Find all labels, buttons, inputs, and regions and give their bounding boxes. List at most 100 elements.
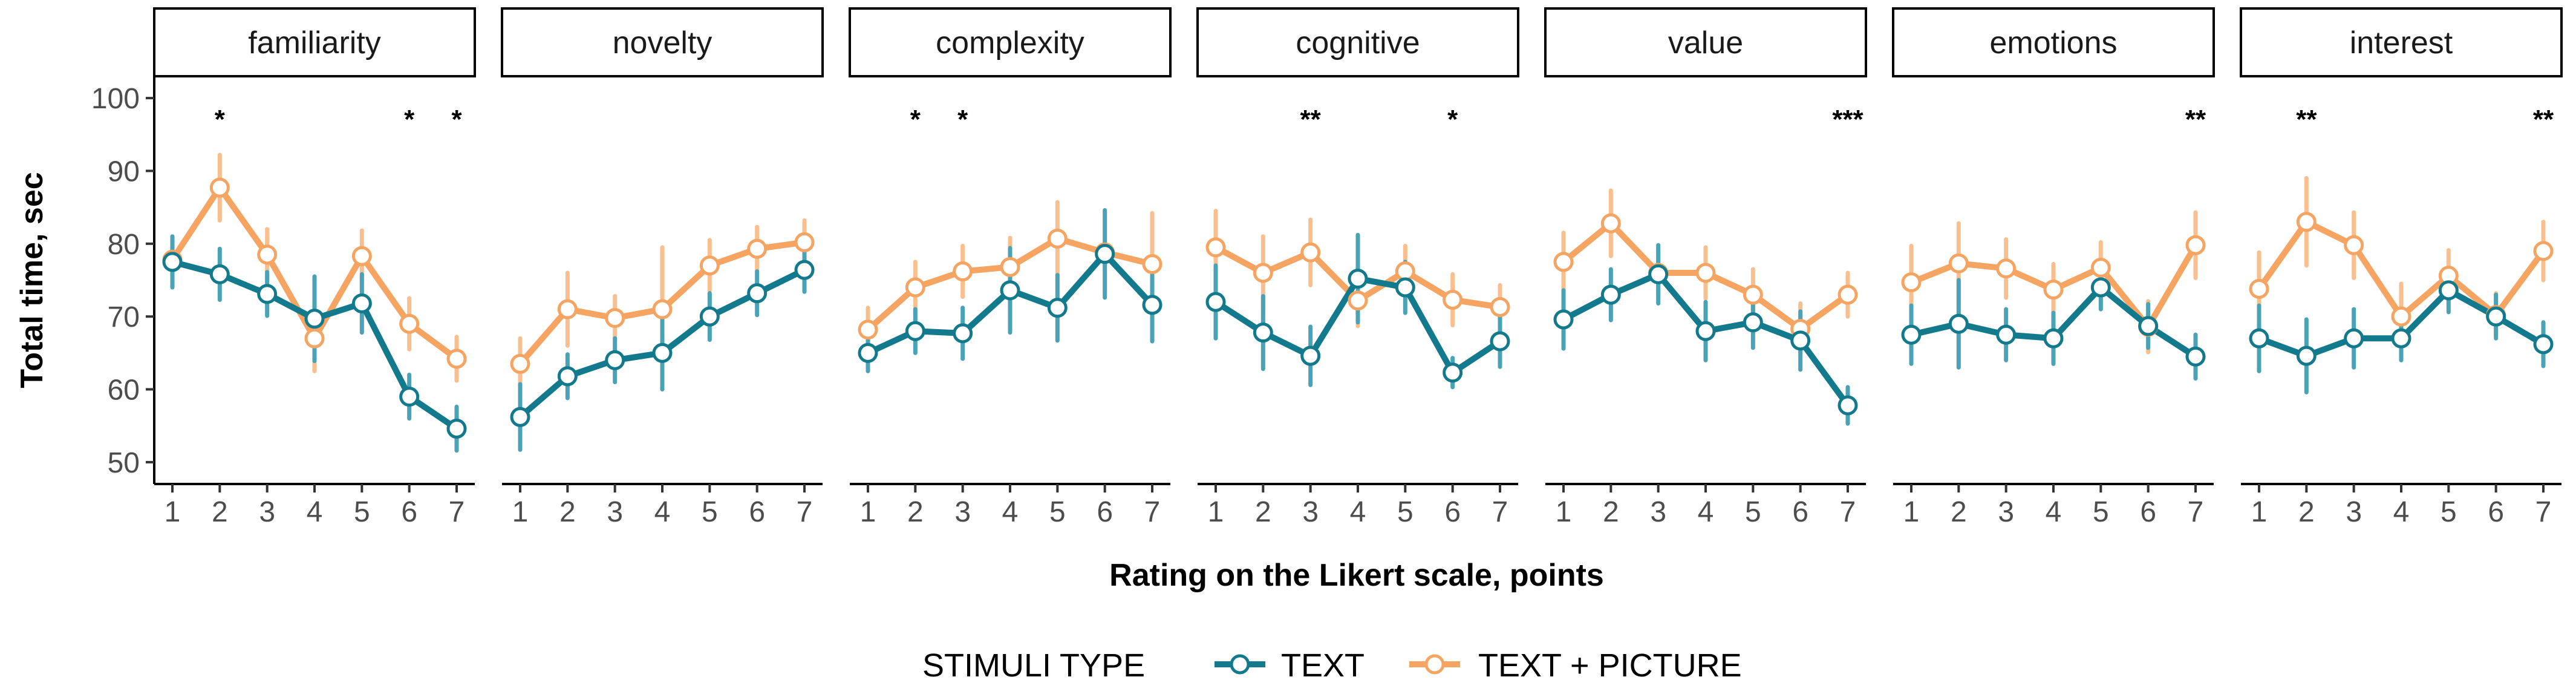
panel-title: novelty <box>613 25 712 61</box>
significance-marker: * <box>1447 105 1458 134</box>
data-point-picture <box>905 277 925 298</box>
x-tick-label: 3 <box>1650 496 1666 528</box>
data-point-text <box>605 350 625 370</box>
data-point-text <box>2138 316 2159 336</box>
y-tick-label: 100 <box>91 83 140 115</box>
x-tick-label: 6 <box>1444 496 1461 528</box>
x-tick-label: 7 <box>1492 496 1508 528</box>
data-point-text <box>1000 280 1020 301</box>
legend-label-picture: TEXT + PICTURE <box>1478 647 1742 684</box>
panel-title: value <box>1668 25 1743 61</box>
x-tick-label: 5 <box>1049 496 1066 528</box>
data-point-picture <box>1253 263 1273 283</box>
panel-title: emotions <box>1990 25 2118 61</box>
data-point-picture <box>1490 297 1510 318</box>
data-point-text <box>1490 331 1510 352</box>
x-tick-label: 2 <box>559 496 576 528</box>
data-point-text <box>794 260 815 280</box>
legend-title: STIMULI TYPE <box>922 647 1145 684</box>
x-tick-label: 1 <box>2251 496 2268 528</box>
data-point-picture <box>2533 241 2554 261</box>
significance-marker: * <box>451 105 462 134</box>
x-tick-label: 1 <box>1208 496 1224 528</box>
data-point-text <box>399 387 420 407</box>
data-point-picture <box>1948 253 1969 273</box>
data-point-picture <box>747 238 768 259</box>
panel-title: complexity <box>936 25 1084 61</box>
data-point-picture <box>2090 258 2111 278</box>
data-point-text <box>1948 313 1969 334</box>
y-tick-label: 80 <box>108 229 140 261</box>
x-tick-label: 6 <box>749 496 765 528</box>
x-tick-label: 6 <box>401 496 417 528</box>
x-tick-label: 3 <box>1998 496 2014 528</box>
x-tick-label: 4 <box>2046 496 2062 528</box>
data-point-text <box>1837 395 1858 416</box>
y-tick-label: 50 <box>108 447 140 479</box>
panel-title: familiarity <box>248 25 381 61</box>
x-tick-label: 3 <box>1302 496 1319 528</box>
x-tick-label: 7 <box>1840 496 1856 528</box>
significance-marker: * <box>957 105 968 134</box>
y-axis-title: Total time, sec <box>15 172 50 388</box>
panel-emotions: emotions 1 2 3 4 5 6 7 ** <box>1892 7 2215 528</box>
panel-strip <box>153 7 476 77</box>
x-tick-label: 7 <box>2535 496 2552 528</box>
data-point-text <box>162 252 183 272</box>
data-point-picture <box>1695 263 1716 283</box>
x-tick-label: 4 <box>307 496 323 528</box>
data-point-text <box>2486 306 2506 327</box>
data-point-text <box>2344 328 2364 348</box>
legend: STIMULI TYPE TEXT TEXT + PICTURE <box>922 647 1742 684</box>
data-point-text <box>1395 277 1415 298</box>
panel-strip <box>1892 7 2215 77</box>
data-point-text <box>1743 312 1763 333</box>
x-tick-label: 4 <box>1002 496 1019 528</box>
x-tick-label: 1 <box>1556 496 1572 528</box>
data-point-text <box>1095 244 1115 264</box>
panel-title: interest <box>2350 25 2453 61</box>
data-point-text <box>1142 295 1162 315</box>
data-point-picture <box>1837 284 1858 305</box>
data-point-picture <box>1443 289 1463 310</box>
data-point-picture <box>1743 284 1763 305</box>
x-tick-label: 7 <box>449 496 465 528</box>
panel-strip <box>501 7 824 77</box>
data-point-picture <box>953 261 973 282</box>
data-point-picture <box>510 353 530 374</box>
data-point-picture <box>446 348 467 369</box>
x-tick-label: 4 <box>654 496 671 528</box>
data-point-text <box>1348 269 1368 289</box>
significance-marker: * <box>404 105 415 134</box>
data-point-picture <box>1996 258 2017 279</box>
data-point-text <box>1553 309 1574 330</box>
data-point-text <box>2296 345 2317 366</box>
panel-strip <box>1196 7 1519 77</box>
x-tick-label: 6 <box>1792 496 1808 528</box>
x-tick-label: 5 <box>2093 496 2109 528</box>
x-tick-label: 2 <box>1603 496 1619 528</box>
panel-strip <box>1544 7 1867 77</box>
data-point-picture <box>2391 306 2411 327</box>
data-point-picture <box>1901 272 1922 293</box>
x-tick-label: 3 <box>259 496 275 528</box>
data-point-picture <box>794 232 815 252</box>
data-point-text <box>1996 324 2017 345</box>
panel-familiarity: familiarity 1 2 3 4 5 6 7 * * * <box>153 7 476 528</box>
data-point-text <box>1047 298 1068 318</box>
data-point-picture <box>652 299 673 319</box>
data-point-picture <box>605 308 625 329</box>
data-point-text <box>699 306 720 327</box>
data-point-picture <box>304 328 325 348</box>
data-point-text <box>510 407 530 427</box>
data-point-text <box>2533 334 2554 355</box>
data-point-picture <box>1000 257 1020 277</box>
x-tick-label: 3 <box>954 496 971 528</box>
y-tick-label: 60 <box>108 375 140 407</box>
data-point-text <box>2391 328 2411 348</box>
data-point-picture <box>2249 278 2269 299</box>
panel-strip <box>849 7 1172 77</box>
panel-novelty: novelty 1 2 3 4 5 6 7 <box>501 7 824 528</box>
